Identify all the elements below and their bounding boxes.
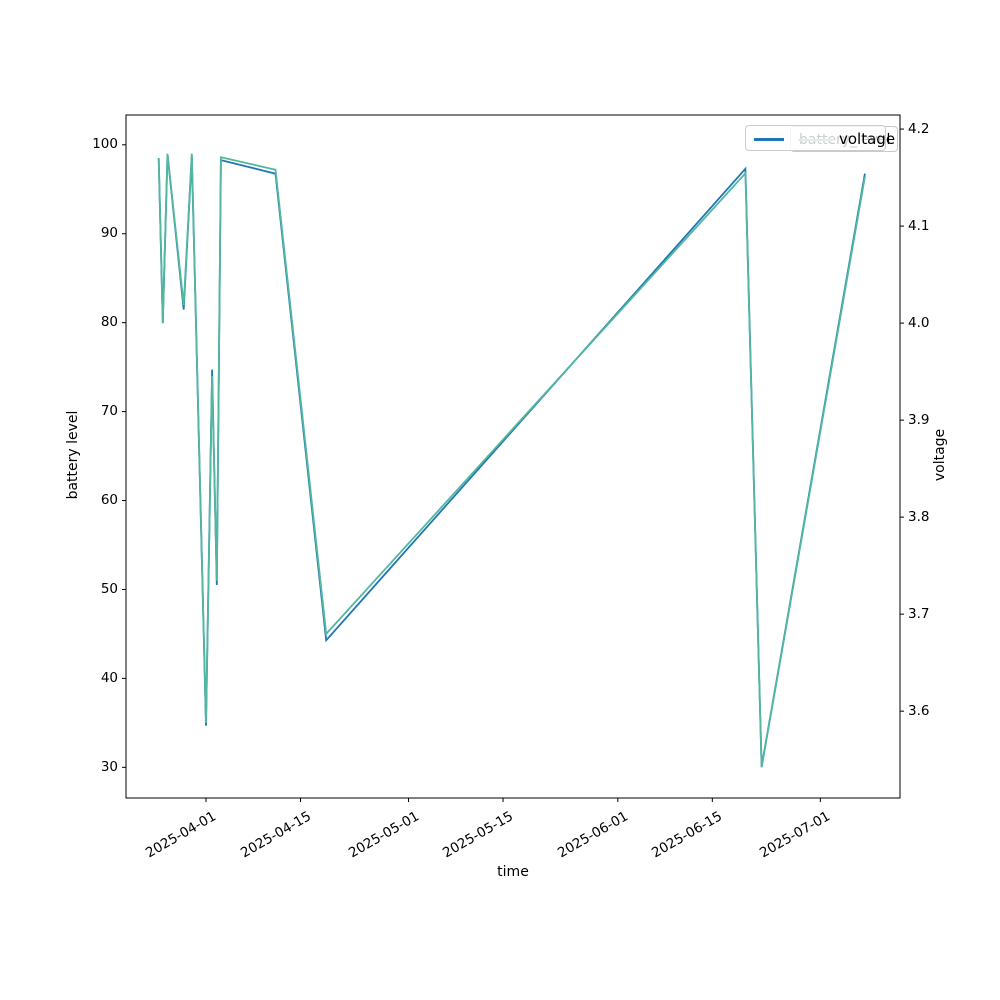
left-axis-tick-label: 90	[100, 225, 118, 242]
left-axis-tick-label: 60	[100, 492, 118, 509]
axes-frame	[125, 114, 901, 799]
right-axis-tick-label: 4.2	[908, 120, 930, 137]
left-axis-tick-label: 70	[100, 403, 118, 420]
right-axis-tick-label: 3.6	[908, 702, 930, 719]
right-axis-tick-label: 4.0	[908, 314, 930, 331]
legend-voltage-line-sample	[754, 138, 784, 141]
right-axis-tick-label: 4.1	[908, 217, 930, 234]
right-axis-tick-label: 3.9	[908, 411, 930, 428]
left-axis-tick-label: 100	[92, 136, 118, 153]
left-axis-tick-label: 30	[100, 758, 118, 775]
left-axis-tick-label: 40	[100, 669, 118, 686]
x-axis-title: time	[497, 864, 529, 880]
right-axis-tick-label: 3.8	[908, 508, 930, 525]
right-axis-title: voltage	[932, 428, 948, 482]
right-axis-tick-label: 3.7	[908, 605, 930, 622]
left-axis-tick-label: 80	[100, 314, 118, 331]
left-axis-tick-label: 50	[100, 580, 118, 597]
left-axis-title: battery level	[65, 410, 81, 500]
legend-voltage: voltage	[745, 125, 895, 151]
battery_level-line	[157, 153, 866, 768]
legend-voltage-label: voltage	[839, 130, 896, 148]
